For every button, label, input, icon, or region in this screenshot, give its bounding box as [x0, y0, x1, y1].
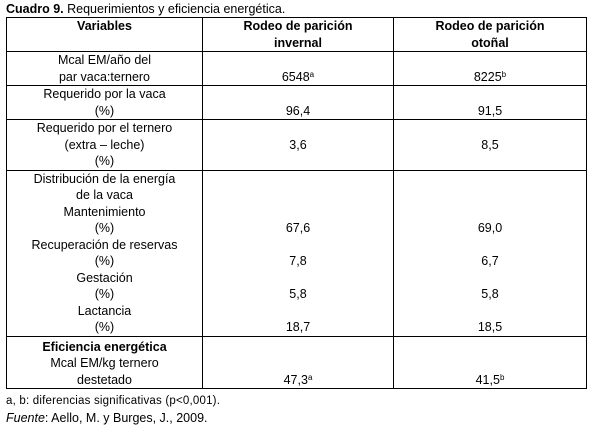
value-invernal: 5,8 [202, 269, 394, 303]
value-text: 47,3 [283, 372, 308, 387]
header-invernal-line1: Rodeo de parición [243, 19, 353, 33]
row-label-line: (%) [94, 154, 115, 168]
row-label: Eficiencia energética Mcal EM/kg ternero… [6, 335, 203, 389]
row-label-line: (%) [94, 287, 115, 301]
value-otonal: 69,0 [393, 203, 587, 237]
table-row: Eficiencia energética Mcal EM/kg ternero… [6, 335, 587, 389]
row-label-line: Requerido por el ternero [36, 121, 173, 135]
row-label-line: Mcal EM/kg ternero [50, 356, 159, 370]
header-invernal-line2: invernal [274, 35, 322, 50]
table-row: Requerido por la vaca (%) 96,4 91,5 [6, 85, 587, 120]
value-invernal: 6548a [202, 51, 394, 86]
row-label: Requerido por la vaca (%) [6, 85, 203, 120]
significance-footnote: a, b: diferencias significativas (p<0,00… [6, 395, 221, 407]
section-title-eficiencia: Eficiencia energética [42, 339, 167, 354]
row-label-line: Mcal EM/año del [57, 53, 152, 67]
source-citation: Fuente: Aello, M. y Burges, J., 2009. [6, 411, 208, 425]
value-otonal: 8225b [393, 51, 587, 86]
source-text: : Aello, M. y Burges, J., 2009. [44, 411, 208, 425]
significance-superscript: a [307, 372, 313, 382]
header-otonal-line1: Rodeo de parición [435, 19, 545, 33]
table-row: Requerido por el ternero (extra – leche)… [6, 119, 587, 171]
row-label-line: Requerido por la vaca [43, 87, 166, 101]
table-row: Lactancia (%) 18,7 18,5 [6, 302, 587, 337]
section-header-row: Distribución de la energía de la vaca [6, 169, 587, 204]
header-row: Variables Rodeo de parición invernal Rod… [6, 17, 587, 52]
row-label: Lactancia (%) [6, 302, 203, 337]
row-label: Gestación (%) [6, 269, 203, 303]
empty-cell [393, 169, 587, 204]
section-title-line: de la vaca [76, 188, 133, 202]
value-otonal: 18,5 [393, 302, 587, 337]
table-row: Mantenimiento (%) 67,6 69,0 [6, 203, 587, 237]
table-row: Recuperación de reservas (%) 7,8 6,7 [6, 236, 587, 270]
table-caption: Cuadro 9. Requerimientos y eficiencia en… [6, 2, 285, 16]
significance-superscript: a [309, 69, 315, 79]
value-text: 6548 [281, 69, 310, 84]
header-invernal: Rodeo de parición invernal [202, 17, 394, 52]
caption-label: Cuadro 9. [6, 2, 64, 16]
value-invernal: 47,3a [202, 335, 394, 389]
row-label: Mantenimiento (%) [6, 203, 203, 237]
table-row: Mcal EM/año del par vaca:ternero 6548a 8… [6, 51, 587, 86]
significance-superscript: b [499, 372, 505, 382]
table-row: Gestación (%) 5,8 5,8 [6, 269, 587, 303]
row-label: Mcal EM/año del par vaca:ternero [6, 51, 203, 86]
value-text: 3,6 [289, 137, 307, 152]
row-label-line: (%) [94, 254, 115, 268]
row-label: Requerido por el ternero (extra – leche)… [6, 119, 203, 171]
header-variables: Variables [6, 17, 203, 52]
row-label-line: (%) [94, 103, 115, 118]
header-variables-label: Variables [77, 19, 132, 33]
value-otonal: 91,5 [393, 85, 587, 120]
energy-requirements-table: Variables Rodeo de parición invernal Rod… [6, 17, 587, 389]
header-otonal-line2: otoñal [471, 35, 509, 50]
row-label-line: (extra – leche) [64, 137, 145, 152]
row-label-line: destetado [77, 372, 132, 387]
row-label-line: (%) [94, 320, 115, 334]
value-invernal: 3,6 [202, 119, 394, 171]
value-invernal: 18,7 [202, 302, 394, 337]
value-invernal: 96,4 [202, 85, 394, 120]
value-invernal: 67,6 [202, 203, 394, 237]
value-otonal: 5,8 [393, 269, 587, 303]
value-otonal: 6,7 [393, 236, 587, 270]
row-label-line: par vaca:ternero [58, 69, 151, 84]
row-label-line: Gestación [76, 270, 133, 285]
row-label-line: Mantenimiento [63, 204, 146, 219]
empty-cell [202, 169, 394, 204]
header-otonal: Rodeo de parición otoñal [393, 17, 587, 52]
value-text: 41,5 [475, 372, 500, 387]
value-otonal: 41,5b [393, 335, 587, 389]
value-text: 8225 [473, 69, 502, 84]
value-invernal: 7,8 [202, 236, 394, 270]
row-label-line: Lactancia [77, 303, 132, 318]
source-label: Fuente [6, 411, 45, 425]
section-title-distribucion: Distribución de la energía de la vaca [6, 169, 203, 204]
significance-superscript: b [501, 69, 507, 79]
row-label-line: Recuperación de reservas [31, 237, 178, 252]
section-title-line: Distribución de la energía [33, 171, 176, 186]
value-text: 8,5 [481, 137, 499, 152]
value-otonal: 8,5 [393, 119, 587, 171]
row-label-line: (%) [94, 221, 115, 235]
row-label: Recuperación de reservas (%) [6, 236, 203, 270]
caption-text: Requerimientos y eficiencia energética. [63, 2, 286, 16]
